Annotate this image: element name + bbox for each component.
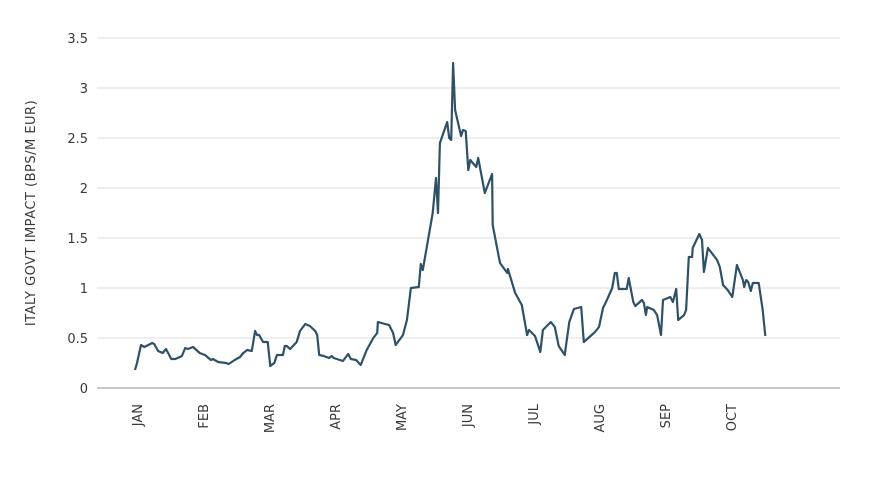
series-line xyxy=(133,61,767,371)
x-tick-label: FEB xyxy=(197,404,212,429)
y-tick-label: 1 xyxy=(80,282,88,297)
y-tick-label: 2.5 xyxy=(67,132,88,147)
x-tick-label: MAR xyxy=(263,404,278,433)
y-tick-label: 1.5 xyxy=(67,232,88,247)
x-tick-label: MAY xyxy=(395,404,410,431)
y-axis-title: ITALY GOVT IMPACT (BPS/M EUR) xyxy=(24,100,39,326)
y-tick-label: 3 xyxy=(80,82,88,97)
y-tick-label: 0.5 xyxy=(67,332,88,347)
x-tick-labels: JAN FEB MAR APR MAY JUN JUL AUG SEP OCT xyxy=(131,403,740,433)
y-tick-label: 2 xyxy=(80,182,88,197)
x-tick-label: JUN xyxy=(461,404,476,428)
y-tick-label: 0 xyxy=(80,382,88,397)
x-tick-label: JUL xyxy=(527,403,542,425)
x-tick-label: AUG xyxy=(593,404,608,432)
gridlines xyxy=(97,37,840,389)
x-tick-label: SEP xyxy=(659,404,674,428)
x-tick-label: OCT xyxy=(725,404,740,431)
x-tick-label: JAN xyxy=(131,404,146,427)
y-tick-label: 3.5 xyxy=(67,32,88,47)
x-tick-label: APR xyxy=(329,404,344,430)
y-tick-labels: 0 0.5 1 1.5 2 2.5 3 3.5 xyxy=(67,32,88,397)
